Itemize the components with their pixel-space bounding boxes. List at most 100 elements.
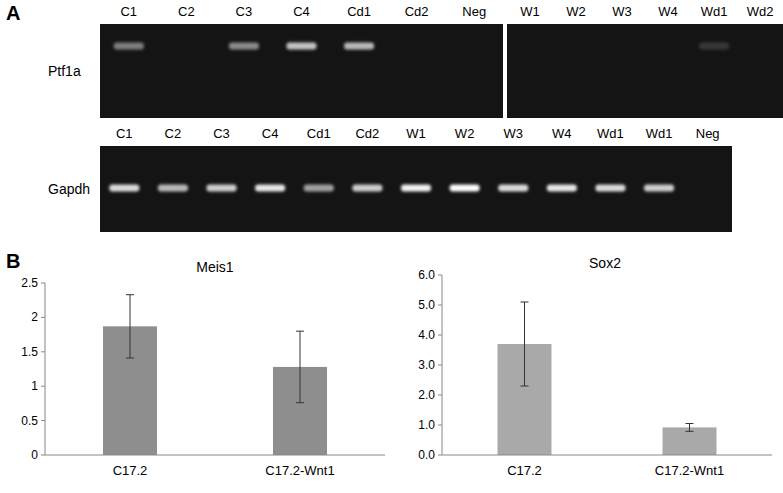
gel-band <box>745 43 775 50</box>
y-tick-label: 0.5 <box>21 414 38 428</box>
gel-band <box>344 43 374 50</box>
y-axis <box>45 283 46 455</box>
lane-label: W1 <box>406 126 426 141</box>
gel-band <box>561 43 591 50</box>
x-tick-label: C17.2 <box>113 463 148 478</box>
error-cap <box>296 331 304 332</box>
lane-label: W2 <box>566 4 586 19</box>
y-tick-label: 0 <box>31 448 38 462</box>
lane-label: Wd1 <box>646 126 673 141</box>
panel-label: B <box>6 250 20 272</box>
y-tick <box>41 351 45 352</box>
x-tick-label: C17.2-Wnt1 <box>655 463 724 478</box>
y-tick-label: 5.0 <box>418 298 435 312</box>
error-cap <box>296 402 304 403</box>
lane-label: W4 <box>552 126 572 141</box>
lane-label: C2 <box>165 126 182 141</box>
x-axis <box>45 455 385 456</box>
gel-band <box>644 185 674 192</box>
error-bar <box>524 302 525 386</box>
error-bar <box>300 331 301 403</box>
gel-band <box>352 185 382 192</box>
error-cap <box>686 431 694 432</box>
gel-band <box>171 43 201 50</box>
x-tick-label: C17.2 <box>507 463 542 478</box>
gel-band <box>255 185 285 192</box>
gel-band <box>207 185 237 192</box>
y-tick <box>438 455 442 456</box>
y-tick <box>41 420 45 421</box>
gel-band <box>515 43 545 50</box>
gel-band <box>304 185 334 192</box>
chart-title: Meis1 <box>196 259 234 275</box>
chart-title: Sox2 <box>589 255 621 271</box>
y-axis <box>442 275 443 455</box>
lane-label: C1 <box>116 126 133 141</box>
y-tick <box>438 305 442 306</box>
error-cap <box>521 386 529 387</box>
y-tick-label: 2.0 <box>418 388 435 402</box>
gel-band <box>653 43 683 50</box>
y-tick-label: 3.0 <box>418 358 435 372</box>
y-tick <box>438 395 442 396</box>
lane-label: Cd2 <box>355 126 379 141</box>
error-cap <box>521 302 529 303</box>
gel-background <box>100 24 503 118</box>
plot-area <box>498 302 717 455</box>
y-tick-label: 2 <box>31 310 38 324</box>
lane-label: Wd2 <box>747 4 774 19</box>
lane-label: C2 <box>178 4 195 19</box>
lane-label: C4 <box>262 126 279 141</box>
error-bar <box>130 295 131 358</box>
lane-label: W3 <box>612 4 632 19</box>
panel-label: A <box>6 2 20 24</box>
gel-band <box>595 185 625 192</box>
error-cap <box>126 294 134 295</box>
gel-band <box>114 43 144 50</box>
y-tick <box>41 386 45 387</box>
gel-band <box>402 43 432 50</box>
gel-band <box>109 185 139 192</box>
lane-label: W2 <box>455 126 475 141</box>
gel-band <box>287 43 317 50</box>
y-tick <box>41 317 45 318</box>
y-tick <box>438 335 442 336</box>
gel-row-label: Ptf1a <box>48 63 81 79</box>
gel-band <box>158 185 188 192</box>
y-tick-label: 1.0 <box>418 418 435 432</box>
gel-band <box>693 185 723 192</box>
lane-label: W3 <box>503 126 523 141</box>
y-tick-label: 1 <box>31 379 38 393</box>
lane-label: Cd1 <box>347 4 371 19</box>
figure: A B Ptf1a C1 C2 C3 C4 Cd1 Cd2 Neg W1 W2 W3 W4 Wd1 Wd2 Ga… <box>0 0 783 493</box>
bar <box>663 427 717 455</box>
y-tick-label: 2.5 <box>21 276 38 290</box>
gel-band <box>699 43 729 50</box>
gel-band <box>229 43 259 50</box>
y-tick <box>438 275 442 276</box>
y-tick <box>438 365 442 366</box>
lane-label: C4 <box>293 4 310 19</box>
lane-label: C3 <box>213 126 230 141</box>
y-tick-label: 1.5 <box>21 345 38 359</box>
lane-label: Neg <box>462 4 486 19</box>
error-cap <box>686 423 694 424</box>
y-tick-label: 4.0 <box>418 328 435 342</box>
error-cap <box>126 357 134 358</box>
y-tick <box>41 283 45 284</box>
gel-band <box>450 185 480 192</box>
gel-band <box>498 185 528 192</box>
gel-background <box>100 146 732 232</box>
y-tick <box>41 455 45 456</box>
lane-label: W4 <box>658 4 678 19</box>
lane-label: W1 <box>520 4 540 19</box>
lane-label: C3 <box>236 4 253 19</box>
error-bar <box>689 424 690 432</box>
gel-row-label: Gapdh <box>48 181 90 197</box>
y-tick-label: 0.0 <box>418 448 435 462</box>
lane-label: Wd1 <box>701 4 728 19</box>
gel-band <box>459 43 489 50</box>
lane-label: C1 <box>120 4 137 19</box>
lane-label: Cd2 <box>405 4 429 19</box>
y-tick-label: 6.0 <box>418 268 435 282</box>
